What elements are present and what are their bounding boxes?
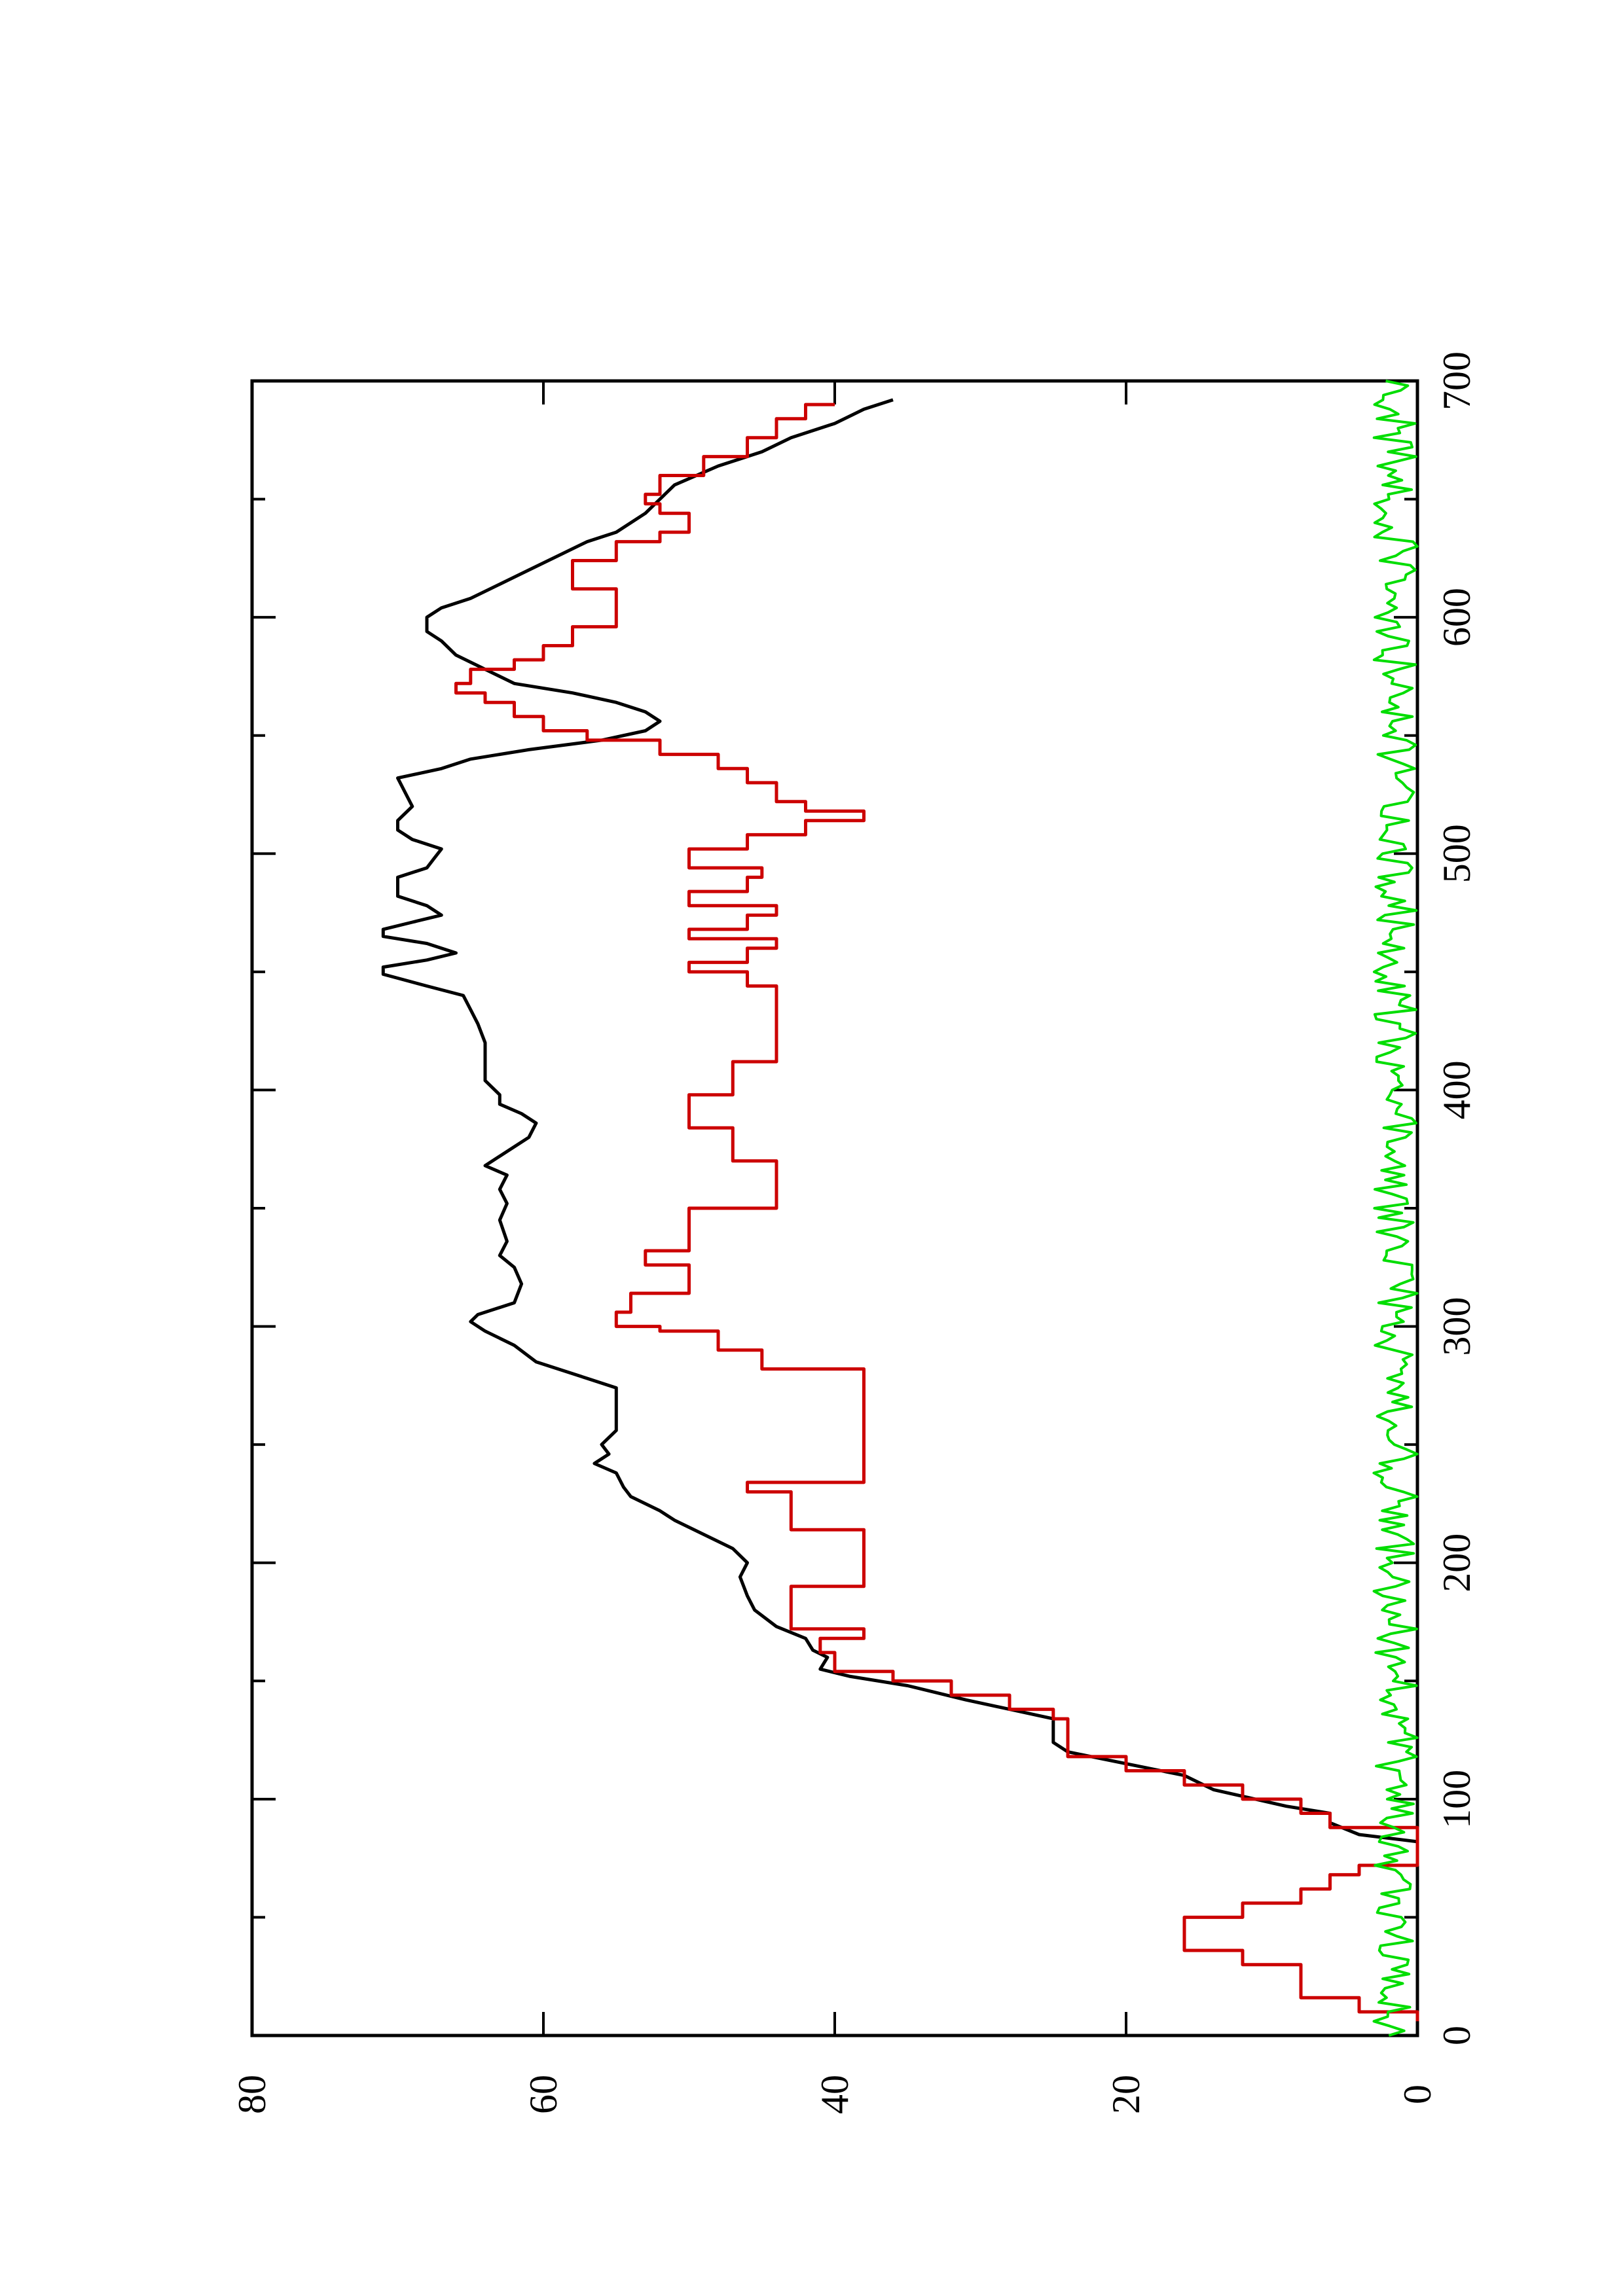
x-tick-label: 0 (1435, 2026, 1478, 2045)
x-tick-label: 100 (1435, 1770, 1478, 1829)
y-tick-label: 60 (522, 2075, 565, 2114)
series-line-2 (1372, 380, 1419, 2037)
series-line-0 (381, 398, 1418, 1844)
series-line-1 (454, 403, 1419, 2022)
x-tick-label: 700 (1435, 351, 1478, 410)
y-tick-label: 40 (813, 2075, 856, 2114)
y-tick-label: 0 (1396, 2085, 1439, 2104)
plot-group: 0 100 200 300 400 500 600 700 0 20 40 60 80 (230, 351, 1478, 2114)
axis-ticks (251, 380, 1419, 2037)
x-tick-label: 200 (1435, 1534, 1478, 1592)
series-group (381, 380, 1419, 2037)
axis-tick-labels: 0 100 200 300 400 500 600 700 0 20 40 60 80 (230, 351, 1478, 2114)
x-tick-label: 500 (1435, 824, 1478, 883)
x-tick-label: 600 (1435, 588, 1478, 647)
x-tick-label: 300 (1435, 1297, 1478, 1356)
y-tick-label: 80 (230, 2075, 274, 2114)
y-tick-label: 20 (1104, 2075, 1148, 2114)
x-tick-label: 400 (1435, 1060, 1478, 1119)
